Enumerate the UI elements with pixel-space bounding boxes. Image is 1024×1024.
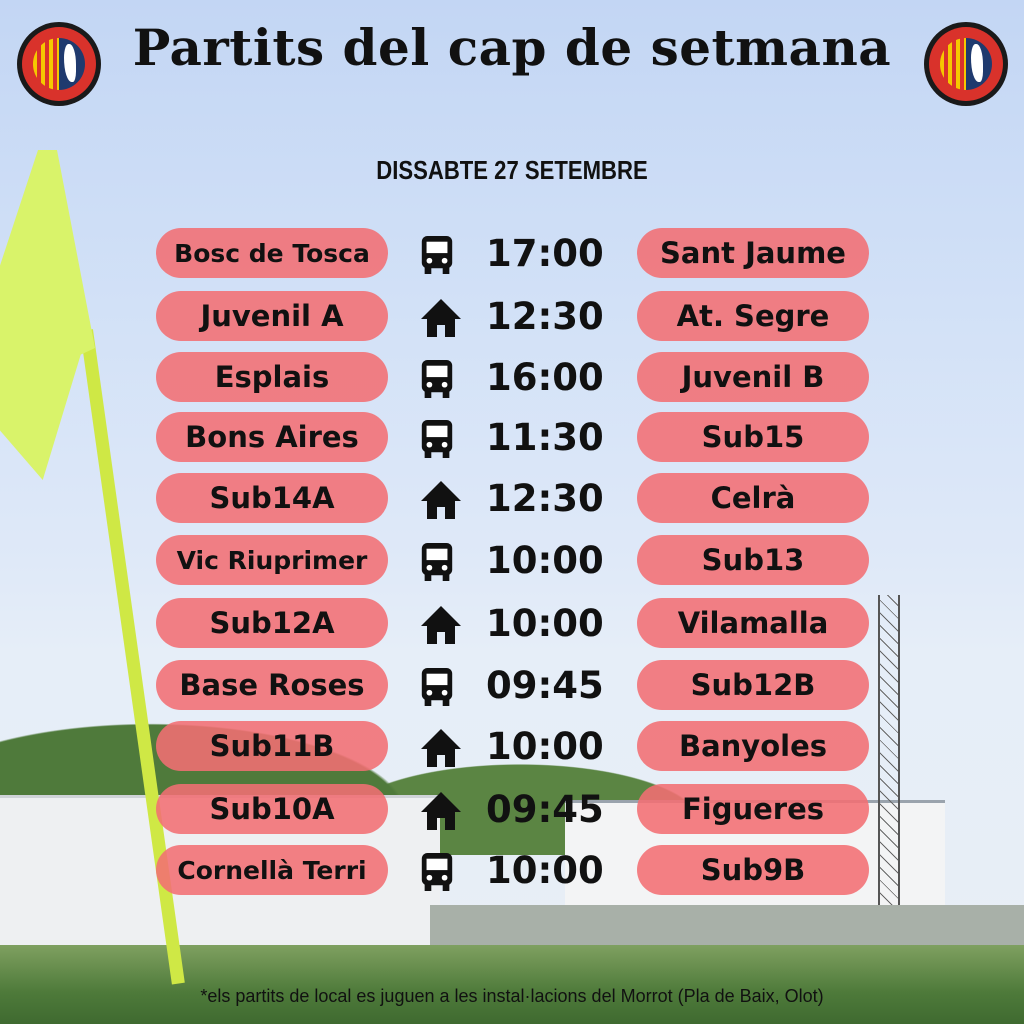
match-row: Sub10A 09:45 Figueres [0, 784, 1024, 836]
footer-note: *els partits de local es juguen a les in… [200, 986, 824, 1006]
away-team: Banyoles [637, 721, 869, 771]
away-team: Figueres [637, 784, 869, 834]
match-row: Bosc de Tosca 17:00 Sant Jaume [0, 228, 1024, 280]
home-team: Sub10A [156, 784, 388, 834]
home-team: Sub14A [156, 473, 388, 523]
home-team: Sub12A [156, 598, 388, 648]
home-team: Bosc de Tosca [156, 228, 388, 278]
bus-icon [418, 418, 462, 460]
bus-icon [418, 358, 462, 400]
match-row: Sub12A 10:00 Vilamalla [0, 598, 1024, 650]
match-time: 10:00 [486, 602, 604, 645]
match-row: Esplais 16:00 Juvenil B [0, 352, 1024, 404]
match-time: 12:30 [486, 295, 604, 338]
match-time: 10:00 [486, 725, 604, 768]
match-row: Base Roses 09:45 Sub12B [0, 660, 1024, 712]
match-time: 10:00 [486, 539, 604, 582]
match-row: Cornellà Terri 10:00 Sub9B [0, 845, 1024, 897]
away-team: At. Segre [637, 291, 869, 341]
match-time: 11:30 [486, 416, 604, 459]
away-team: Sub12B [637, 660, 869, 710]
away-team: Vilamalla [637, 598, 869, 648]
match-date: DISSABTE 27 SETEMBRE [376, 155, 648, 185]
background-tower [878, 595, 900, 905]
home-team: Juvenil A [156, 291, 388, 341]
away-team: Sub15 [637, 412, 869, 462]
bus-icon [418, 851, 462, 893]
match-row: Sub11B 10:00 Banyoles [0, 721, 1024, 773]
away-team: Celrà [637, 473, 869, 523]
background-grass [0, 945, 1024, 1024]
away-team: Sub9B [637, 845, 869, 895]
home-icon [418, 790, 462, 832]
match-time: 10:00 [486, 849, 604, 892]
match-time: 09:45 [486, 788, 604, 831]
club-logo [924, 22, 1008, 106]
away-team: Sub13 [637, 535, 869, 585]
away-team: Juvenil B [637, 352, 869, 402]
background-wall [430, 905, 1024, 950]
home-icon [418, 604, 462, 646]
away-team: Sant Jaume [637, 228, 869, 278]
home-icon [418, 297, 462, 339]
home-team: Bons Aires [156, 412, 388, 462]
bus-icon [418, 234, 462, 276]
match-time: 17:00 [486, 232, 604, 275]
bus-icon [418, 541, 462, 583]
home-team: Esplais [156, 352, 388, 402]
match-time: 12:30 [486, 477, 604, 520]
club-logo [17, 22, 101, 106]
bus-icon [418, 666, 462, 708]
match-time: 16:00 [486, 356, 604, 399]
home-team: Vic Riuprimer [156, 535, 388, 585]
home-icon [418, 479, 462, 521]
home-team: Cornellà Terri [156, 845, 388, 895]
match-row: Sub14A 12:30 Celrà [0, 473, 1024, 525]
page-title: Partits del cap de setmana [132, 18, 892, 77]
match-row: Bons Aires 11:30 Sub15 [0, 412, 1024, 464]
match-time: 09:45 [486, 664, 604, 707]
home-team: Sub11B [156, 721, 388, 771]
match-row: Vic Riuprimer 10:00 Sub13 [0, 535, 1024, 587]
match-row: Juvenil A 12:30 At. Segre [0, 291, 1024, 343]
home-team: Base Roses [156, 660, 388, 710]
home-icon [418, 727, 462, 769]
